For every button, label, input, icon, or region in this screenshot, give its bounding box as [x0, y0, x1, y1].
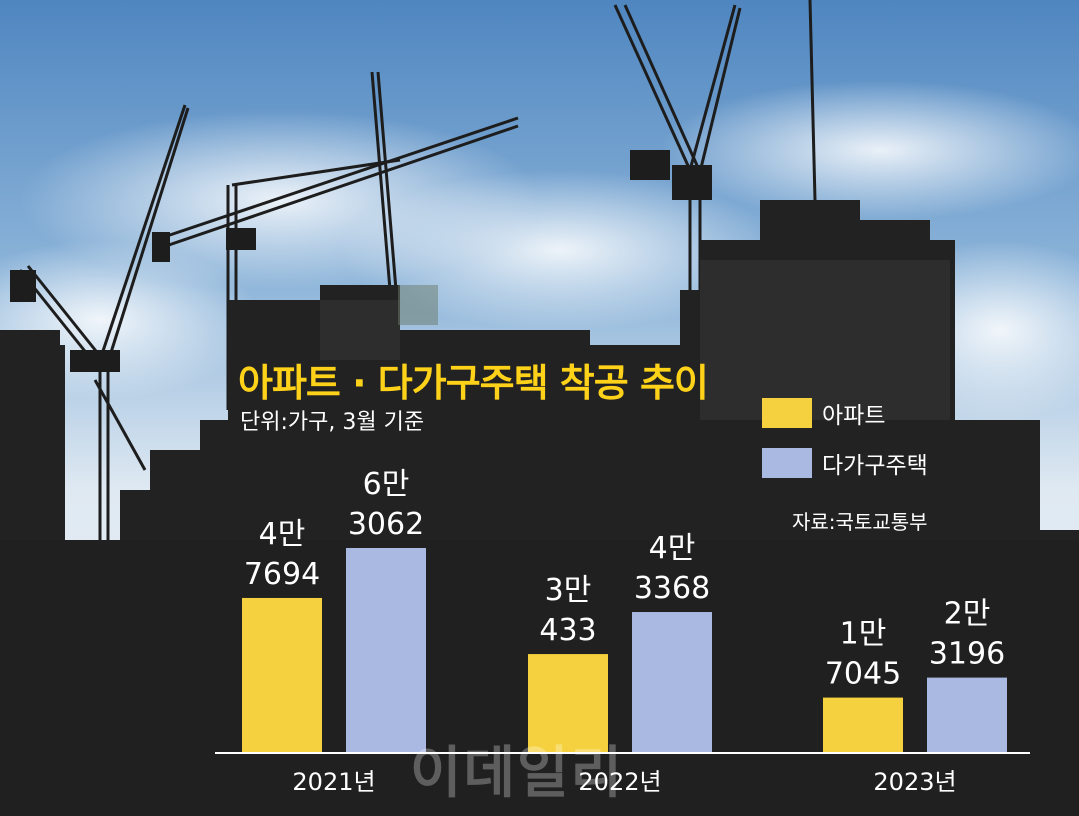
watermark-logo: 이데일리: [410, 741, 625, 806]
x-tick-label-0: 2021년: [292, 768, 375, 796]
bar-apartment-2: [823, 697, 903, 753]
x-tick-label-2: 2023년: [873, 768, 956, 796]
bar-apartment-0: [242, 597, 322, 753]
data-label-apartment-0-line0: 4만: [259, 517, 306, 552]
legend-swatch-multi-family: [762, 448, 812, 478]
data-label-apartment-2-line1: 7045: [825, 657, 901, 692]
data-label-apartment-0-line1: 7694: [244, 557, 320, 592]
legend-item-multi-family: 다가구주택: [762, 448, 928, 479]
data-label-apartment-1-line1: 433: [539, 613, 596, 648]
bar-multi-family-1: [632, 612, 712, 753]
chart-subtitle: 단위:가구, 3월 기준: [240, 410, 425, 435]
bar-multi-family-0: [346, 548, 426, 753]
x-tick-labels: 2021년 2022년 2023년: [292, 768, 956, 796]
data-label-multi-family-2-line0: 2만: [944, 597, 991, 632]
legend-item-apartment: 아파트: [762, 398, 886, 429]
data-label-multi-family-0-line1: 3062: [348, 507, 424, 542]
chart-title: 아파트 · 다가구주택 착공 추이: [238, 361, 709, 405]
labels-layer: 4만 7694 6만 3062 3만 433 4만 3368 1만 7045 2만 3196: [244, 467, 1005, 692]
legend-label-multi-family: 다가구주택: [822, 453, 928, 479]
data-label-apartment-1-line0: 3만: [545, 573, 592, 608]
data-label-multi-family-0-line0: 6만: [363, 467, 410, 502]
data-label-apartment-2-line0: 1만: [840, 617, 887, 652]
legend-swatch-apartment: [762, 398, 812, 428]
data-label-multi-family-1-line1: 3368: [634, 571, 710, 606]
data-label-multi-family-2-line1: 3196: [929, 637, 1005, 672]
x-tick-label-1: 2022년: [578, 768, 661, 796]
bar-multi-family-2: [927, 677, 1007, 753]
data-label-multi-family-1-line0: 4만: [649, 531, 696, 566]
legend-label-apartment: 아파트: [822, 403, 886, 429]
bars-layer: [242, 548, 1007, 753]
bar-apartment-1: [528, 654, 608, 753]
source-note: 자료:국토교통부: [792, 510, 928, 534]
